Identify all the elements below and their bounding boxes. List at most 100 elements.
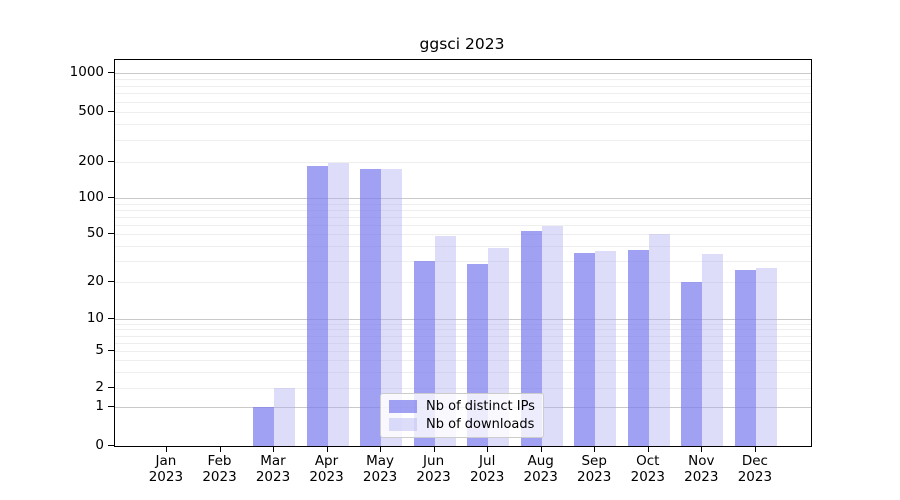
minor-gridline xyxy=(115,335,811,337)
x-tick-label: Sep 2023 xyxy=(577,453,612,485)
minor-gridline xyxy=(115,161,811,163)
x-axis-tick-marks xyxy=(114,446,810,452)
minor-gridline xyxy=(115,351,811,352)
bar-nb-of-downloads-may-2023 xyxy=(381,168,403,446)
y-tick-label: 500 xyxy=(78,103,104,120)
y-tick-mark xyxy=(108,72,114,74)
minor-gridline xyxy=(115,245,811,247)
minor-gridline xyxy=(115,139,811,141)
x-tick-mark xyxy=(433,446,435,452)
y-tick-label: 50 xyxy=(86,225,104,242)
bar-nb-of-distinct-ips-may-2023 xyxy=(360,169,382,446)
y-tick-mark xyxy=(108,233,114,235)
minor-gridline xyxy=(115,124,811,126)
x-tick-label: Dec 2023 xyxy=(737,453,773,485)
x-tick-mark xyxy=(647,446,649,452)
legend: Nb of distinct IPs Nb of downloads xyxy=(380,393,544,438)
bar-nb-of-distinct-ips-mar-2023 xyxy=(253,407,274,446)
y-tick-label: 100 xyxy=(78,189,104,206)
minor-gridline xyxy=(115,329,811,331)
legend-label-downloads: Nb of downloads xyxy=(426,417,535,432)
minor-gridline xyxy=(115,101,811,103)
bar-nb-of-downloads-mar-2023 xyxy=(274,388,295,446)
y-tick-label: 200 xyxy=(78,152,104,169)
y-tick-label: 1 xyxy=(95,398,104,414)
y-tick-mark xyxy=(108,387,114,389)
minor-gridline xyxy=(115,342,811,344)
y-tick-mark xyxy=(108,350,114,351)
y-tick-mark xyxy=(108,197,114,199)
minor-gridline xyxy=(115,112,811,114)
minor-gridline xyxy=(115,216,811,218)
major-gridline xyxy=(115,319,811,320)
y-axis-labels: 0 1 2 5 10 20 50 100 200 500 1000 xyxy=(0,59,104,453)
bar-nb-of-distinct-ips-sep-2023 xyxy=(574,252,596,446)
y-tick-label: 0 xyxy=(95,437,104,453)
minor-gridline xyxy=(115,79,811,80)
bar-nb-of-distinct-ips-aug-2023 xyxy=(520,231,542,446)
bar-nb-of-downloads-nov-2023 xyxy=(702,254,724,446)
y-axis-tick-marks xyxy=(108,59,114,446)
x-tick-mark xyxy=(754,446,756,452)
y-tick-mark xyxy=(108,445,114,446)
x-tick-mark xyxy=(594,446,596,452)
bar-nb-of-downloads-aug-2023 xyxy=(541,226,563,446)
bar-nb-of-distinct-ips-dec-2023 xyxy=(734,270,756,446)
y-tick-mark xyxy=(108,160,114,162)
legend-swatch-downloads xyxy=(389,418,417,431)
minor-gridline xyxy=(115,209,811,211)
y-tick-mark xyxy=(108,318,114,319)
x-tick-mark xyxy=(701,446,703,452)
x-tick-mark xyxy=(273,446,274,452)
minor-gridline xyxy=(115,93,811,95)
x-tick-mark xyxy=(380,446,382,452)
minor-gridline xyxy=(115,360,811,362)
x-tick-mark xyxy=(219,446,221,452)
x-tick-label: Oct 2023 xyxy=(630,453,665,485)
bar-nb-of-downloads-sep-2023 xyxy=(595,251,617,446)
y-tick-label: 10 xyxy=(86,310,104,326)
bar-nb-of-downloads-oct-2023 xyxy=(648,234,670,446)
legend-label-distinct-ips: Nb of distinct IPs xyxy=(426,399,535,414)
x-tick-label: Aug 2023 xyxy=(523,453,558,485)
bar-nb-of-distinct-ips-nov-2023 xyxy=(681,281,703,446)
y-tick-label: 1000 xyxy=(69,64,104,81)
major-gridline xyxy=(115,198,811,200)
legend-item-distinct-ips: Nb of distinct IPs xyxy=(389,399,535,414)
y-tick-mark xyxy=(108,280,114,282)
bar-nb-of-downloads-apr-2023 xyxy=(327,163,349,446)
x-tick-label: Feb 2023 xyxy=(202,453,237,485)
minor-gridline xyxy=(115,85,811,87)
x-tick-label: Mar 2023 xyxy=(255,453,291,485)
x-axis-labels: Jan 2023 Feb 2023 Mar 2023 Apr 2023 May 2023 Jun 20… xyxy=(114,453,810,489)
y-tick-label: 2 xyxy=(95,379,104,396)
minor-gridline xyxy=(115,260,811,262)
minor-gridline xyxy=(115,388,811,390)
y-tick-mark xyxy=(108,406,114,407)
minor-gridline xyxy=(115,281,811,283)
x-tick-mark xyxy=(487,446,489,452)
minor-gridline xyxy=(115,234,811,236)
x-tick-label: Jan 2023 xyxy=(148,453,184,485)
minor-gridline xyxy=(115,203,811,205)
x-tick-label: Jun 2023 xyxy=(416,453,451,485)
x-tick-label: Nov 2023 xyxy=(684,453,719,485)
y-tick-mark xyxy=(108,111,114,113)
minor-gridline xyxy=(115,224,811,226)
y-tick-label: 5 xyxy=(95,342,104,358)
bar-nb-of-distinct-ips-oct-2023 xyxy=(627,249,649,446)
x-tick-mark xyxy=(326,446,328,452)
legend-item-downloads: Nb of downloads xyxy=(389,417,535,432)
y-tick-label: 20 xyxy=(86,272,104,289)
bar-nb-of-downloads-dec-2023 xyxy=(755,268,777,446)
x-tick-mark xyxy=(540,446,542,452)
x-tick-label: Jul 2023 xyxy=(470,453,505,485)
minor-gridline xyxy=(115,323,811,325)
minor-gridline xyxy=(115,371,811,373)
chart-title: ggsci 2023 xyxy=(419,35,505,53)
x-tick-label: May 2023 xyxy=(362,453,398,485)
plot-area: Nb of distinct IPs Nb of downloads xyxy=(114,59,812,447)
x-tick-mark xyxy=(165,446,167,452)
major-gridline xyxy=(115,73,811,75)
